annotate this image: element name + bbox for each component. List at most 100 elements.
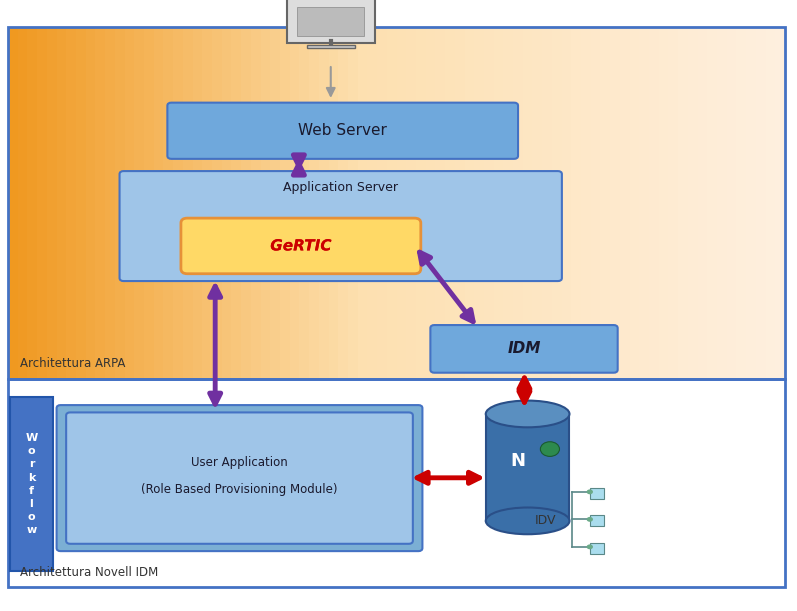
- Bar: [251, 27, 262, 379]
- Text: User Application: User Application: [191, 456, 288, 469]
- Bar: [319, 27, 330, 379]
- Bar: [455, 27, 466, 379]
- FancyArrowPatch shape: [210, 286, 221, 404]
- Bar: [736, 27, 748, 379]
- Bar: [66, 27, 77, 379]
- Bar: [435, 27, 446, 379]
- Bar: [688, 27, 699, 379]
- Bar: [86, 27, 97, 379]
- Bar: [523, 27, 534, 379]
- Text: Architettura Novell IDM: Architettura Novell IDM: [20, 566, 158, 579]
- FancyBboxPatch shape: [66, 412, 413, 544]
- Bar: [212, 27, 223, 379]
- Bar: [134, 27, 146, 379]
- Bar: [300, 27, 311, 379]
- Bar: [193, 27, 204, 379]
- Bar: [280, 27, 291, 379]
- Bar: [348, 27, 359, 379]
- Text: N: N: [511, 452, 525, 470]
- Bar: [669, 27, 680, 379]
- Bar: [486, 414, 569, 521]
- Bar: [416, 27, 427, 379]
- Bar: [241, 27, 253, 379]
- Bar: [8, 379, 785, 587]
- Bar: [307, 45, 355, 48]
- Bar: [154, 27, 165, 379]
- FancyArrowPatch shape: [293, 155, 304, 175]
- Bar: [202, 27, 214, 379]
- Bar: [96, 27, 107, 379]
- Bar: [261, 27, 272, 379]
- FancyBboxPatch shape: [590, 543, 604, 554]
- Text: Web Server: Web Server: [298, 123, 387, 138]
- Circle shape: [587, 489, 593, 494]
- FancyArrowPatch shape: [419, 252, 473, 321]
- Bar: [542, 27, 553, 379]
- FancyBboxPatch shape: [590, 515, 604, 526]
- Bar: [474, 27, 485, 379]
- Bar: [57, 27, 68, 379]
- Bar: [708, 27, 719, 379]
- Bar: [766, 27, 777, 379]
- FancyBboxPatch shape: [430, 325, 618, 373]
- Bar: [639, 27, 650, 379]
- Bar: [727, 27, 738, 379]
- Bar: [18, 27, 29, 379]
- Bar: [717, 27, 728, 379]
- Bar: [297, 7, 364, 36]
- Bar: [8, 27, 19, 379]
- Bar: [328, 27, 340, 379]
- Bar: [222, 27, 233, 379]
- Bar: [37, 27, 49, 379]
- Bar: [513, 27, 524, 379]
- Bar: [27, 27, 39, 379]
- FancyBboxPatch shape: [57, 405, 422, 551]
- Text: Application Server: Application Server: [283, 181, 398, 194]
- Circle shape: [587, 517, 593, 522]
- Bar: [620, 27, 631, 379]
- Bar: [504, 27, 515, 379]
- Bar: [630, 27, 641, 379]
- Bar: [10, 397, 53, 571]
- Bar: [591, 27, 602, 379]
- FancyBboxPatch shape: [590, 488, 604, 499]
- FancyBboxPatch shape: [181, 218, 421, 274]
- Bar: [173, 27, 184, 379]
- Text: IDV: IDV: [536, 514, 556, 527]
- Bar: [309, 27, 320, 379]
- Bar: [124, 27, 135, 379]
- FancyArrowPatch shape: [327, 67, 335, 96]
- Bar: [600, 27, 612, 379]
- Bar: [445, 27, 457, 379]
- Bar: [659, 27, 670, 379]
- Circle shape: [587, 544, 593, 549]
- Bar: [571, 27, 583, 379]
- Ellipse shape: [486, 508, 569, 534]
- FancyArrowPatch shape: [519, 378, 530, 403]
- Text: IDM: IDM: [508, 342, 540, 356]
- Text: (Role Based Provisioning Module): (Role Based Provisioning Module): [141, 483, 338, 496]
- Bar: [465, 27, 476, 379]
- Bar: [552, 27, 563, 379]
- Bar: [493, 27, 505, 379]
- Bar: [396, 27, 408, 379]
- Bar: [270, 27, 281, 379]
- Text: W
o
r
k
f
l
o
w: W o r k f l o w: [26, 433, 37, 535]
- Bar: [406, 27, 418, 379]
- Bar: [484, 27, 495, 379]
- Bar: [8, 27, 785, 379]
- Bar: [387, 27, 398, 379]
- Bar: [76, 27, 88, 379]
- Bar: [562, 27, 573, 379]
- Bar: [532, 27, 544, 379]
- Bar: [163, 27, 175, 379]
- Bar: [47, 27, 58, 379]
- Bar: [746, 27, 757, 379]
- Bar: [649, 27, 661, 379]
- Bar: [775, 27, 787, 379]
- Bar: [358, 27, 369, 379]
- Bar: [231, 27, 243, 379]
- Bar: [756, 27, 768, 379]
- Bar: [338, 27, 350, 379]
- Bar: [611, 27, 622, 379]
